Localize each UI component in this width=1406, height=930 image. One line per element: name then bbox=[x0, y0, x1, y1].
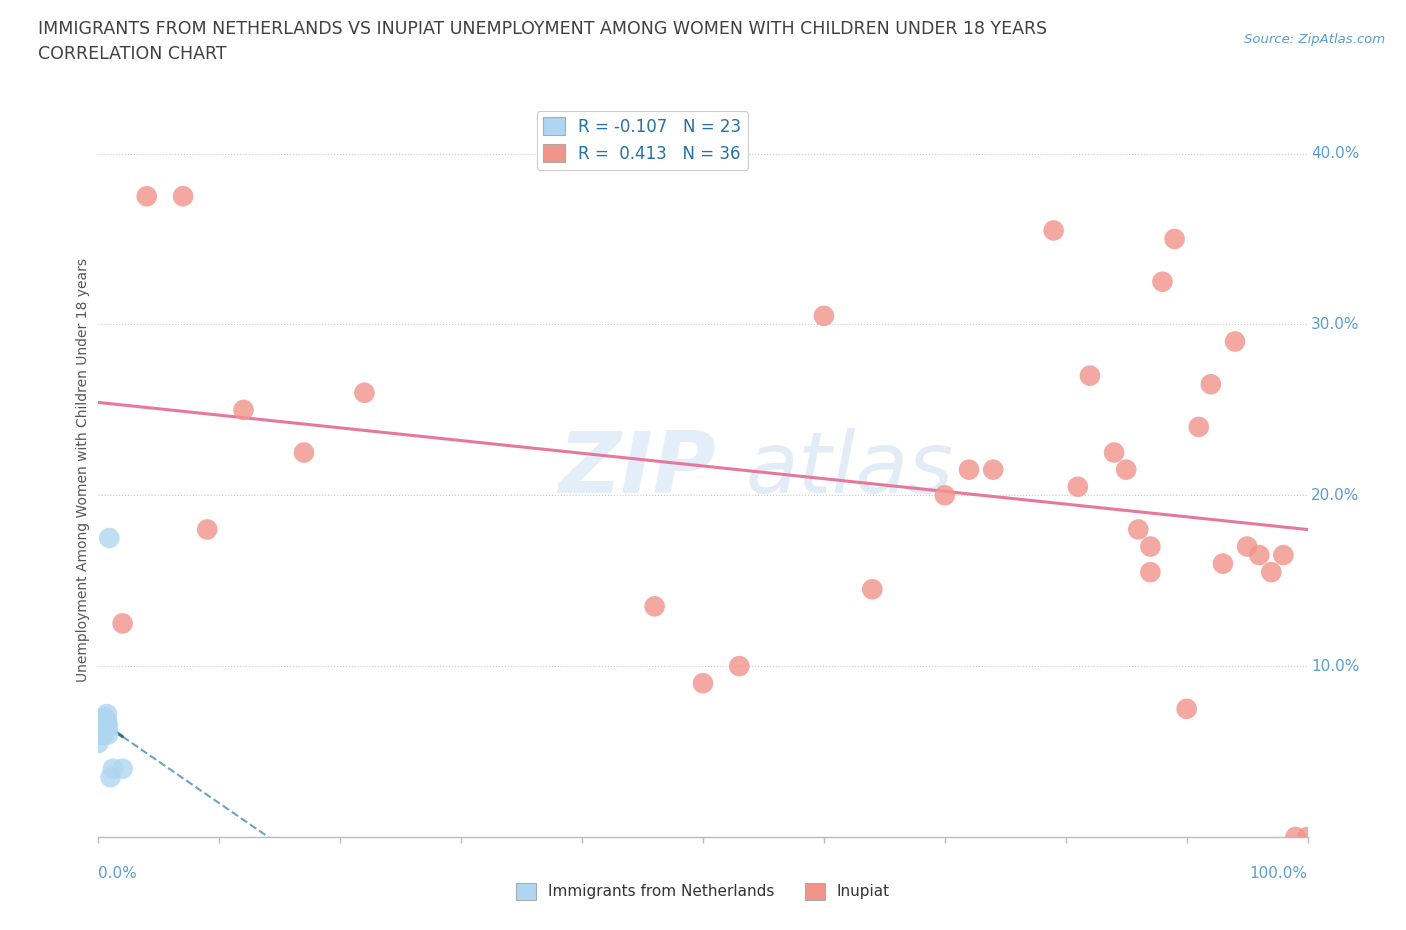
Point bbox=[728, 658, 751, 673]
Point bbox=[957, 462, 980, 477]
Point bbox=[96, 707, 118, 722]
Point bbox=[1078, 368, 1101, 383]
Y-axis label: Unemployment Among Women with Children Under 18 years: Unemployment Among Women with Children U… bbox=[76, 258, 90, 682]
Point bbox=[91, 722, 114, 737]
Point bbox=[1163, 232, 1185, 246]
Point bbox=[1102, 445, 1125, 460]
Point bbox=[94, 713, 117, 728]
Legend: Immigrants from Netherlands, Inupiat: Immigrants from Netherlands, Inupiat bbox=[510, 877, 896, 906]
Point bbox=[1199, 377, 1222, 392]
Point bbox=[135, 189, 157, 204]
Point bbox=[1128, 522, 1150, 537]
Text: Source: ZipAtlas.com: Source: ZipAtlas.com bbox=[1244, 33, 1385, 46]
Text: 0.0%: 0.0% bbox=[98, 867, 138, 882]
Point bbox=[860, 582, 883, 597]
Point bbox=[1175, 701, 1198, 716]
Point bbox=[1152, 274, 1174, 289]
Text: ZIP: ZIP bbox=[558, 428, 716, 512]
Point bbox=[1260, 565, 1282, 579]
Point bbox=[97, 719, 120, 734]
Text: atlas: atlas bbox=[745, 428, 953, 512]
Point bbox=[292, 445, 315, 460]
Point bbox=[1067, 479, 1090, 494]
Point bbox=[981, 462, 1004, 477]
Point bbox=[1115, 462, 1137, 477]
Point bbox=[934, 488, 956, 503]
Point bbox=[813, 309, 835, 324]
Point bbox=[91, 713, 114, 728]
Point bbox=[93, 710, 115, 724]
Point bbox=[111, 616, 134, 631]
Point bbox=[111, 762, 134, 777]
Point bbox=[100, 770, 122, 785]
Point bbox=[1042, 223, 1064, 238]
Point bbox=[94, 722, 117, 737]
Text: 40.0%: 40.0% bbox=[1312, 146, 1360, 161]
Point bbox=[692, 676, 714, 691]
Point bbox=[96, 713, 118, 728]
Point bbox=[91, 727, 114, 742]
Point bbox=[98, 530, 121, 545]
Point bbox=[90, 727, 112, 742]
Point bbox=[1284, 830, 1306, 844]
Point bbox=[172, 189, 194, 204]
Point bbox=[93, 719, 115, 734]
Text: 20.0%: 20.0% bbox=[1312, 487, 1360, 503]
Point bbox=[1236, 539, 1258, 554]
Point bbox=[101, 762, 124, 777]
Point bbox=[1188, 419, 1211, 434]
Point bbox=[1139, 565, 1161, 579]
Point bbox=[644, 599, 666, 614]
Point bbox=[93, 724, 115, 738]
Point bbox=[1296, 830, 1319, 844]
Point bbox=[97, 727, 120, 742]
Point bbox=[353, 385, 375, 400]
Point bbox=[91, 727, 114, 742]
Point bbox=[87, 736, 110, 751]
Point bbox=[1249, 548, 1271, 563]
Point bbox=[1272, 548, 1295, 563]
Legend: R = -0.107   N = 23, R =  0.413   N = 36: R = -0.107 N = 23, R = 0.413 N = 36 bbox=[537, 111, 748, 169]
Text: IMMIGRANTS FROM NETHERLANDS VS INUPIAT UNEMPLOYMENT AMONG WOMEN WITH CHILDREN UN: IMMIGRANTS FROM NETHERLANDS VS INUPIAT U… bbox=[38, 20, 1047, 38]
Point bbox=[96, 722, 118, 737]
Point bbox=[195, 522, 218, 537]
Point bbox=[91, 722, 114, 737]
Text: CORRELATION CHART: CORRELATION CHART bbox=[38, 45, 226, 62]
Point bbox=[1212, 556, 1234, 571]
Text: 100.0%: 100.0% bbox=[1250, 867, 1308, 882]
Point bbox=[91, 713, 114, 728]
Point bbox=[232, 403, 254, 418]
Text: 10.0%: 10.0% bbox=[1312, 658, 1360, 673]
Point bbox=[1139, 539, 1161, 554]
Point bbox=[1223, 334, 1246, 349]
Text: 30.0%: 30.0% bbox=[1312, 317, 1360, 332]
Point bbox=[87, 719, 110, 734]
